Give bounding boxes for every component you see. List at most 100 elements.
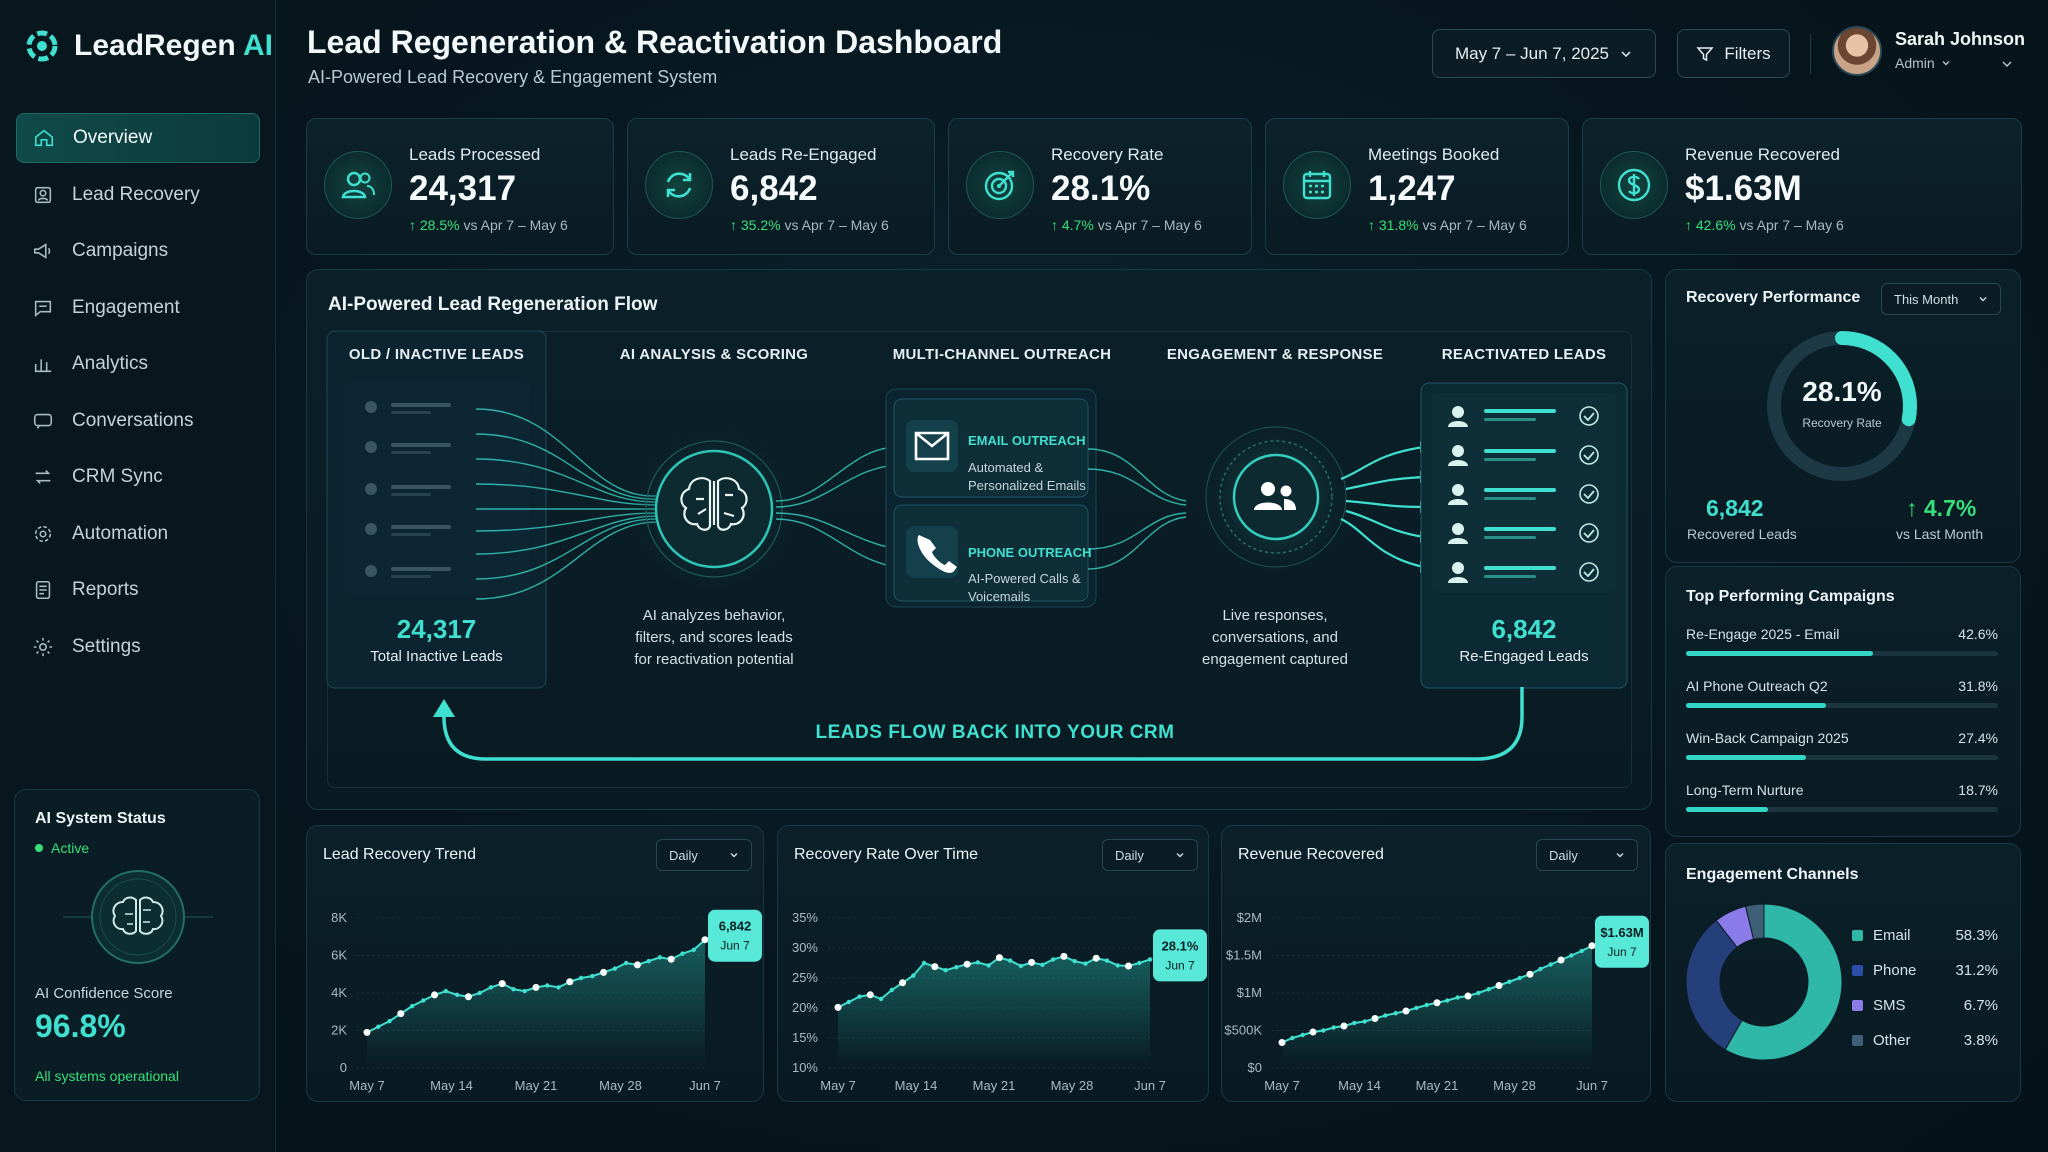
- data-point[interactable]: [566, 978, 574, 986]
- data-point[interactable]: [1092, 954, 1100, 962]
- data-point[interactable]: [963, 960, 971, 968]
- data-point[interactable]: [511, 987, 516, 992]
- data-point[interactable]: [691, 947, 696, 953]
- data-point[interactable]: [376, 1024, 381, 1029]
- period-selector[interactable]: This Month: [1881, 283, 2001, 315]
- data-point[interactable]: [1445, 998, 1450, 1003]
- data-point[interactable]: [667, 955, 675, 963]
- data-point[interactable]: [1309, 1028, 1317, 1036]
- data-point[interactable]: [846, 999, 851, 1005]
- data-point[interactable]: [1526, 970, 1534, 978]
- data-point[interactable]: [1371, 1015, 1379, 1022]
- data-point[interactable]: [1476, 990, 1481, 996]
- data-point[interactable]: [1393, 1011, 1398, 1016]
- data-point[interactable]: [857, 994, 862, 999]
- data-point[interactable]: [612, 966, 618, 971]
- data-point[interactable]: [443, 988, 449, 994]
- data-point[interactable]: [899, 979, 907, 987]
- data-point[interactable]: [1278, 1039, 1286, 1046]
- campaign-row[interactable]: AI Phone Outreach Q2 31.8%: [1686, 678, 1998, 708]
- data-point[interactable]: [657, 955, 663, 960]
- kpi-card-revenue-recovered[interactable]: Revenue Recovered $1.63M ↑ 42.6% vs Apr …: [1582, 118, 2022, 255]
- data-point[interactable]: [1340, 1022, 1348, 1030]
- data-point[interactable]: [454, 992, 460, 998]
- sidebar-item-crm-sync[interactable]: CRM Sync: [16, 452, 260, 502]
- user-name[interactable]: Sarah Johnson: [1895, 29, 2026, 49]
- data-point[interactable]: [995, 954, 1003, 962]
- data-point[interactable]: [1040, 962, 1045, 967]
- avatar[interactable]: [1832, 26, 1882, 76]
- data-point[interactable]: [1495, 982, 1503, 989]
- sidebar-item-campaigns[interactable]: Campaigns: [16, 226, 260, 276]
- data-point[interactable]: [1579, 948, 1584, 954]
- sidebar-item-overview[interactable]: Overview: [16, 113, 260, 163]
- data-point[interactable]: [1588, 942, 1596, 950]
- data-point[interactable]: [1028, 958, 1036, 966]
- user-menu-chevron-icon[interactable]: [2000, 57, 2014, 71]
- data-point[interactable]: [954, 965, 959, 970]
- donut-slice-phone[interactable]: [1685, 919, 1743, 1051]
- sidebar-item-lead-recovery[interactable]: Lead Recovery: [16, 170, 260, 220]
- campaign-row[interactable]: Win-Back Campaign 2025 27.4%: [1686, 730, 1998, 760]
- data-point[interactable]: [1424, 1002, 1429, 1008]
- data-point[interactable]: [1517, 975, 1522, 981]
- data-point[interactable]: [1050, 957, 1056, 962]
- data-point[interactable]: [363, 1028, 371, 1036]
- data-point[interactable]: [1486, 987, 1491, 992]
- sidebar-item-conversations[interactable]: Conversations: [16, 396, 260, 446]
- campaign-row[interactable]: Long-Term Nurture 18.7%: [1686, 782, 1998, 812]
- data-point[interactable]: [498, 980, 506, 988]
- kpi-card-recovery-rate[interactable]: Recovery Rate 28.1% ↑ 4.7% vs Apr 7 – Ma…: [948, 118, 1252, 255]
- user-role[interactable]: Admin: [1895, 55, 1951, 71]
- data-point[interactable]: [1290, 1035, 1295, 1041]
- data-point[interactable]: [1300, 1032, 1305, 1038]
- data-point[interactable]: [1464, 992, 1472, 1000]
- data-point[interactable]: [866, 991, 874, 999]
- data-point[interactable]: [889, 987, 894, 993]
- data-point[interactable]: [878, 996, 884, 1002]
- data-point[interactable]: [590, 973, 595, 979]
- data-point[interactable]: [633, 961, 641, 969]
- data-point[interactable]: [646, 958, 651, 964]
- kpi-card-leads-reengaged[interactable]: Leads Re-Engaged 6,842 ↑ 35.2% vs Apr 7 …: [627, 118, 935, 255]
- data-point[interactable]: [1124, 962, 1132, 970]
- data-point[interactable]: [1331, 1025, 1336, 1030]
- data-point[interactable]: [1321, 1028, 1326, 1033]
- data-point[interactable]: [1104, 958, 1110, 963]
- data-point[interactable]: [701, 936, 709, 944]
- data-point[interactable]: [1362, 1019, 1367, 1024]
- filters-button[interactable]: Filters: [1677, 29, 1790, 78]
- sidebar-item-analytics[interactable]: Analytics: [16, 339, 260, 389]
- date-range-selector[interactable]: May 7 – Jun 7, 2025: [1432, 29, 1656, 78]
- data-point[interactable]: [477, 990, 482, 996]
- data-point[interactable]: [409, 1003, 415, 1009]
- donut-slice-other[interactable]: [1744, 903, 1765, 940]
- kpi-card-meetings-booked[interactable]: Meetings Booked 1,247 ↑ 31.8% vs Apr 7 –…: [1265, 118, 1569, 255]
- data-point[interactable]: [1115, 963, 1120, 968]
- data-point[interactable]: [1455, 995, 1460, 1000]
- data-point[interactable]: [1538, 966, 1543, 972]
- data-point[interactable]: [578, 975, 584, 981]
- chart-period-selector[interactable]: Daily: [1102, 839, 1198, 871]
- data-point[interactable]: [1548, 962, 1553, 967]
- data-point[interactable]: [911, 973, 916, 978]
- campaign-row[interactable]: Re-Engage 2025 - Email 42.6%: [1686, 626, 1998, 656]
- sidebar-item-automation[interactable]: Automation: [16, 509, 260, 559]
- data-point[interactable]: [600, 968, 608, 976]
- data-point[interactable]: [1072, 959, 1077, 964]
- chart-period-selector[interactable]: Daily: [1536, 839, 1638, 871]
- data-point[interactable]: [532, 983, 540, 991]
- data-point[interactable]: [545, 983, 550, 988]
- kpi-card-leads-processed[interactable]: Leads Processed 24,317 ↑ 28.5% vs Apr 7 …: [306, 118, 614, 255]
- data-point[interactable]: [1402, 1007, 1410, 1015]
- donut-slice-email[interactable]: [1724, 903, 1843, 1061]
- data-point[interactable]: [1569, 953, 1574, 958]
- data-point[interactable]: [1083, 961, 1088, 966]
- data-point[interactable]: [986, 963, 991, 968]
- data-point[interactable]: [421, 998, 426, 1003]
- data-point[interactable]: [834, 1003, 842, 1011]
- data-point[interactable]: [975, 960, 981, 965]
- data-point[interactable]: [464, 993, 472, 1001]
- data-point[interactable]: [680, 951, 685, 956]
- data-point[interactable]: [1147, 957, 1153, 962]
